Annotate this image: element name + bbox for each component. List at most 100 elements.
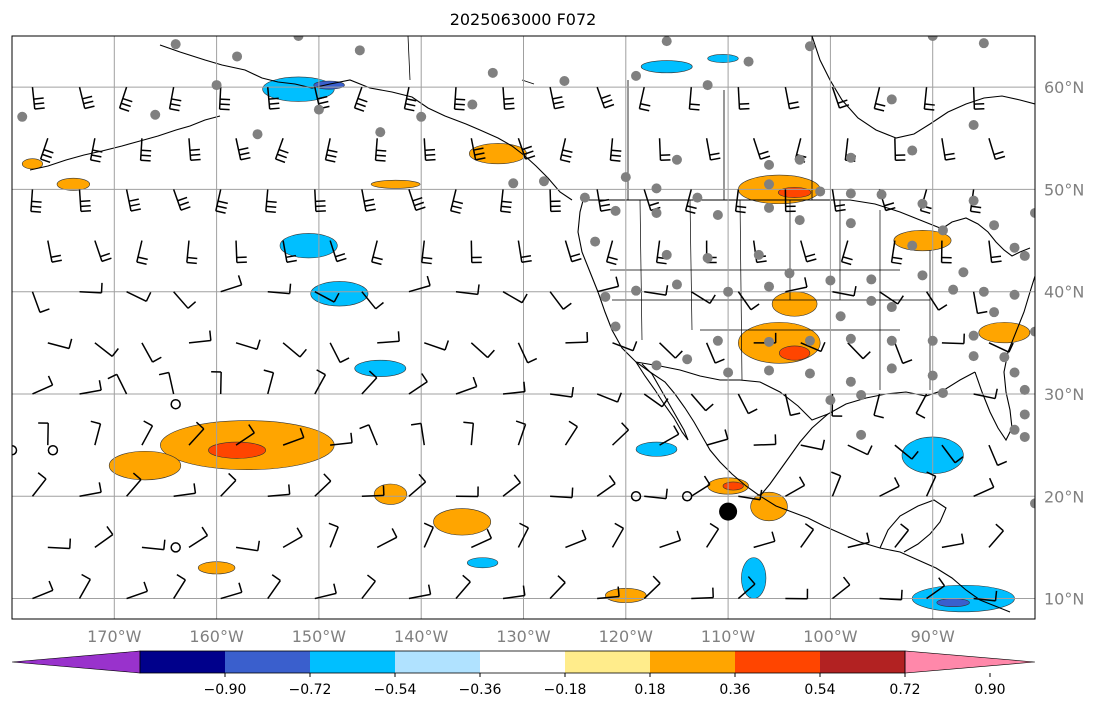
station-dot: [651, 360, 662, 371]
station-dot: [907, 240, 918, 251]
wind-barb: [374, 138, 387, 162]
colorbar-tick-label: −0.54: [374, 682, 417, 698]
wind-barb: [410, 422, 426, 446]
anomaly-patch: [56, 177, 91, 191]
wind-barb: [453, 87, 466, 111]
wind-barb: [329, 240, 347, 263]
station-dot: [671, 154, 682, 165]
station-dot: [211, 80, 222, 91]
wind-barb: [235, 424, 255, 446]
station-dot: [170, 39, 181, 50]
wind-barb: [330, 432, 353, 446]
wind-barb: [38, 422, 49, 446]
wind-barb: [502, 291, 528, 304]
wind-barb: [455, 574, 471, 600]
wind-barb: [800, 240, 817, 263]
lon-tick-label: 150°W: [292, 627, 347, 646]
wind-barb: [785, 588, 809, 600]
station-dot: [794, 215, 805, 226]
wind-barb: [267, 574, 281, 599]
station-dot: [712, 209, 723, 220]
anomaly-patch: [373, 483, 408, 505]
wind-barb: [832, 285, 857, 297]
anomaly-patch: [354, 359, 407, 377]
wind-barb: [79, 482, 102, 498]
station-dot: [753, 249, 764, 260]
wind-barb: [188, 421, 205, 446]
wind-barb: [659, 425, 680, 446]
wind-barb: [564, 240, 582, 263]
station-dot: [856, 390, 867, 401]
wind-barb: [78, 86, 95, 110]
wind-barb: [517, 342, 538, 364]
wind-barb: [737, 291, 760, 311]
baja-california: [635, 361, 689, 441]
map-area: [12, 36, 1035, 619]
station-dot: [661, 36, 672, 47]
station-dot: [17, 111, 28, 122]
wind-barb: [126, 291, 152, 303]
colorbar-bin: [140, 651, 226, 673]
station-dot: [610, 321, 621, 332]
wind-barb: [141, 342, 162, 363]
wind-barb: [517, 240, 532, 264]
lon-tick-label: 170°W: [87, 627, 142, 646]
wind-barb: [517, 138, 536, 160]
aleutian-chain: [29, 115, 221, 171]
station-dot: [978, 38, 989, 49]
wind-barb: [873, 86, 886, 112]
anomaly-patch: [707, 54, 739, 63]
wind-barb: [894, 138, 906, 162]
wind-barb: [282, 240, 297, 263]
wind-barb: [408, 275, 431, 293]
station-dot: [917, 270, 928, 281]
wind-barb: [502, 87, 515, 110]
wind-barb: [940, 240, 952, 264]
wind-barb: [549, 291, 572, 310]
station-dot: [538, 176, 549, 187]
station-dot: [845, 152, 856, 163]
anomaly-patch: [635, 441, 678, 457]
wind-barb: [643, 393, 669, 408]
station-dot: [487, 67, 498, 78]
latitude-labels: 60°N 50°N 40°N 30°N 20°N 10°N: [1044, 78, 1084, 608]
station-dot: [886, 94, 897, 105]
station-dot: [702, 80, 713, 91]
lat-tick-label: 20°N: [1044, 487, 1084, 506]
station-dot: [856, 429, 867, 440]
wind-barb: [550, 487, 574, 499]
wind-barb: [371, 240, 383, 266]
wind-barb: [840, 240, 853, 266]
station-dot: [886, 302, 897, 313]
wind-barb: [847, 444, 873, 456]
wind-barb: [894, 523, 910, 548]
colorbar-bin: [820, 651, 906, 673]
wind-barb: [753, 434, 777, 446]
station-dot: [559, 76, 570, 87]
colorbar-outline: [139, 650, 906, 674]
wind-barb: [644, 488, 668, 500]
station-dot: [293, 36, 304, 41]
station-dot: [886, 335, 897, 346]
station-dot: [150, 109, 161, 120]
station-dot: [804, 41, 815, 52]
wind-barb: [785, 476, 806, 497]
wind-barb: [800, 341, 826, 353]
station-dot: [989, 220, 1000, 231]
wind-barb: [188, 526, 209, 549]
wind-barb: [752, 138, 771, 160]
wind-barb: [831, 471, 842, 497]
colorbar-tick-label: −0.36: [459, 682, 502, 698]
station-dot: [764, 336, 775, 347]
wind-barb: [690, 475, 711, 497]
wind-barb: [32, 580, 54, 600]
station-dot: [764, 179, 775, 190]
wind-barb: [972, 87, 985, 110]
station-dot: [958, 267, 969, 278]
lon-tick-label: 110°W: [701, 627, 756, 646]
wind-barb: [879, 589, 903, 601]
wind-barb: [638, 86, 651, 112]
wind-barb: [361, 189, 376, 212]
calm-circles: [12, 398, 693, 553]
wind-barb: [314, 473, 332, 497]
